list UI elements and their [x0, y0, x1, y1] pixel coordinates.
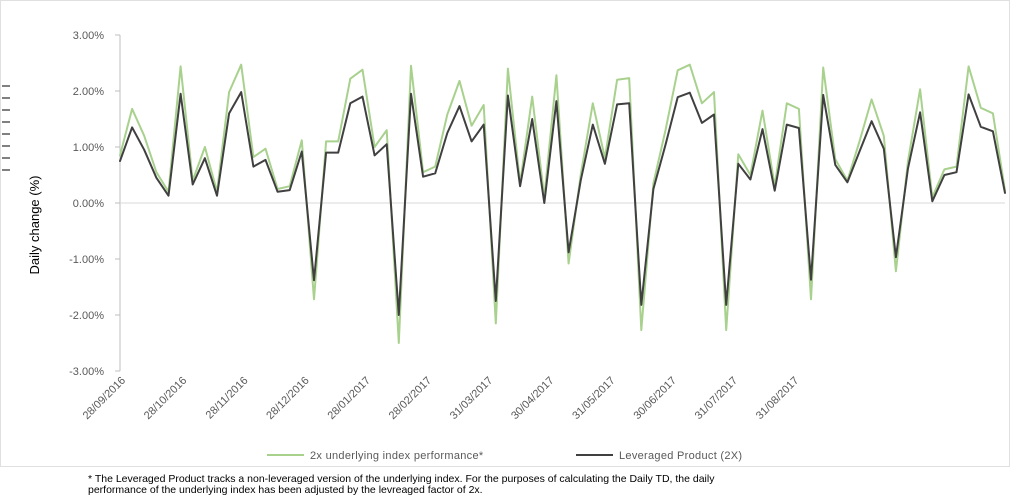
legend-label-2: Leveraged Product (2X): [619, 450, 742, 462]
y-axis-ticks: 3.00% 2.00% 1.00% 0.00% -1.00% -2.00% -3.00%: [69, 30, 120, 378]
x-tick-label: 28/09/2016: [81, 375, 128, 422]
y-tick-label: 3.00%: [73, 30, 104, 42]
y-axis-title: Daily change (%): [27, 176, 42, 275]
footnote: * The Leveraged Product tracks a non-lev…: [88, 474, 988, 496]
footnote-line-1: * The Leveraged Product tracks a non-lev…: [88, 473, 715, 485]
series-line-2: [119, 91, 1006, 316]
x-tick-label: 31/05/2017: [570, 375, 617, 422]
x-tick-label: 28/10/2016: [142, 375, 189, 422]
y-tick-label: -2.00%: [69, 310, 104, 322]
x-axis-ticks: 28/09/2016 28/10/2016 28/11/2016 28/12/2016…: [81, 375, 802, 422]
x-tick-label: 30/04/2017: [509, 375, 556, 422]
x-tick-label: 31/03/2017: [448, 375, 495, 422]
footnote-line-2: performance of the underlying index has …: [88, 484, 483, 496]
series-line-1: [119, 63, 1006, 344]
legend: 2x underlying index performance* Leverage…: [267, 450, 742, 462]
y-tick-label: 0.00%: [73, 198, 104, 210]
x-tick-label: 28/02/2017: [387, 375, 434, 422]
x-tick-label: 28/01/2017: [326, 375, 373, 422]
x-tick-label: 30/06/2017: [632, 375, 679, 422]
y-tick-label: 2.00%: [73, 86, 104, 98]
x-tick-label: 31/08/2017: [754, 375, 801, 422]
y-tick-label: 1.00%: [73, 142, 104, 154]
x-tick-label: 28/11/2016: [204, 375, 251, 422]
series-layer: [119, 63, 1006, 344]
legend-label-1: 2x underlying index performance*: [310, 450, 484, 462]
edge-marks: [2, 85, 10, 171]
x-tick-label: 28/12/2016: [264, 375, 311, 422]
y-tick-label: -1.00%: [69, 254, 104, 266]
chart-frame: [0, 0, 1010, 467]
x-tick-label: 31/07/2017: [693, 375, 740, 422]
y-tick-label: -3.00%: [69, 366, 104, 378]
axes: [119, 35, 1005, 371]
